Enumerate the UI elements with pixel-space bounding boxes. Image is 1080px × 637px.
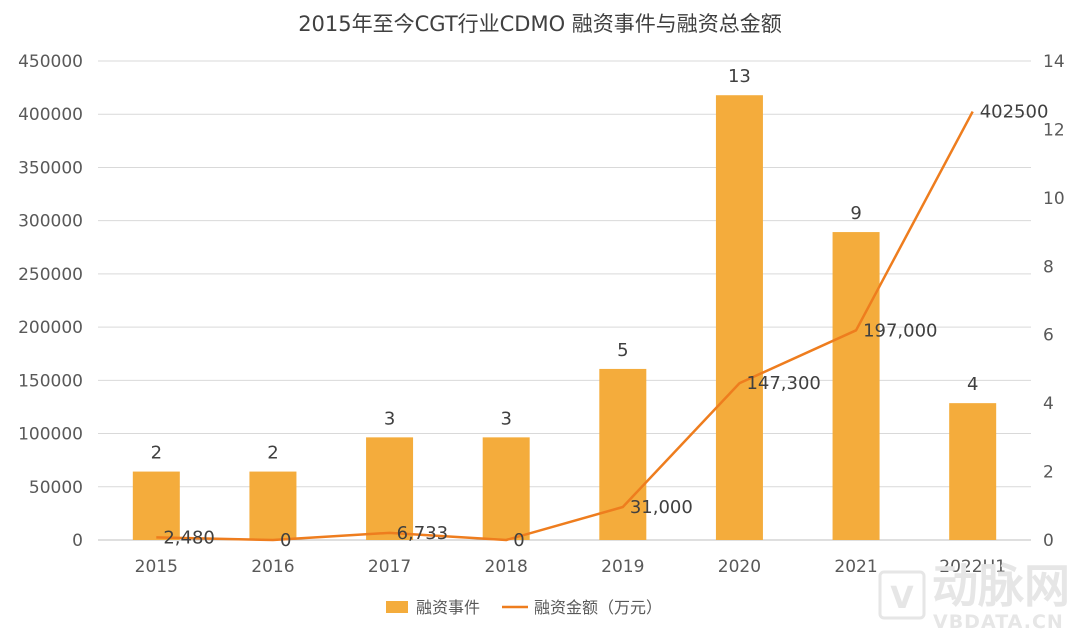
x-tick-label: 2017 (368, 557, 411, 577)
left-tick-label: 350000 (18, 158, 83, 178)
left-tick-label: 400000 (18, 105, 83, 125)
left-tick-label: 300000 (18, 212, 83, 232)
bar-data-label: 5 (617, 340, 628, 361)
series-line (156, 110, 974, 542)
watermark-site: VBDATA.CN (933, 611, 1064, 633)
bar (949, 403, 997, 540)
legend-swatch-bar (386, 601, 408, 613)
line-data-label: 197,000 (863, 320, 937, 341)
line-data-label: 31,000 (630, 497, 693, 518)
line-data-label: 147,300 (746, 373, 820, 394)
right-axis-ticks: 0 2 4 6 8 10 12 14 (1043, 52, 1065, 551)
right-tick-label: 10 (1043, 189, 1065, 209)
line-data-label: 402500 (980, 102, 1049, 123)
bar-data-labels: 2 2 3 3 5 13 9 4 (151, 66, 979, 463)
legend-label-line: 融资金额（万元） (534, 598, 662, 617)
left-tick-label: 150000 (18, 371, 83, 391)
bar-data-label: 13 (728, 66, 751, 87)
x-tick-label: 2020 (718, 557, 761, 577)
left-tick-label: 50000 (29, 478, 83, 498)
bar-data-label: 9 (850, 203, 861, 224)
chart-title: 2015年至今CGT行业CDMO 融资事件与融资总金额 (298, 12, 782, 36)
legend-label-bar: 融资事件 (416, 598, 480, 617)
line-data-label: 0 (280, 530, 291, 551)
x-tick-label: 2021 (834, 557, 877, 577)
x-tick-label: 2019 (601, 557, 644, 577)
watermark-logo-letter: V (890, 581, 914, 616)
watermark-logo-mark (878, 570, 926, 620)
line-data-label: 2,480 (163, 527, 215, 548)
x-tick-label: 2018 (485, 557, 528, 577)
legend: 融资事件 融资金额（万元） (386, 598, 662, 617)
gridlines (98, 60, 1031, 541)
right-tick-label: 14 (1043, 52, 1065, 72)
x-tick-label: 2015 (135, 557, 178, 577)
left-tick-label: 0 (72, 531, 83, 551)
x-tick-label: 2022H1 (939, 557, 1006, 577)
bar-data-label: 4 (967, 374, 978, 395)
left-tick-label: 100000 (18, 425, 83, 445)
bar-series (132, 95, 997, 541)
line-data-label: 0 (513, 530, 524, 551)
bar (132, 471, 180, 540)
line-data-labels: 2,480 0 6,733 0 31,000 147,300 197,000 402500 (163, 102, 1048, 551)
watermark-logo-text: 动脉网 (932, 559, 1070, 613)
bar (366, 437, 414, 540)
left-tick-label: 450000 (18, 52, 83, 72)
bar (249, 471, 297, 540)
watermark: V 动脉网 VBDATA.CN (878, 559, 1070, 633)
bar (482, 437, 530, 540)
right-tick-label: 2 (1043, 463, 1054, 483)
x-tick-label: 2016 (251, 557, 294, 577)
right-tick-label: 4 (1043, 394, 1054, 414)
right-tick-label: 8 (1043, 257, 1054, 277)
left-tick-label: 250000 (18, 265, 83, 285)
x-axis-ticks: 2015 2016 2017 2018 2019 2020 2021 2022H1 (135, 557, 1006, 577)
bar-data-label: 2 (267, 443, 278, 464)
bar-data-label: 3 (384, 408, 395, 429)
left-axis-ticks: 0 50000 100000 150000 200000 250000 300000 3500… (18, 52, 83, 551)
right-tick-label: 6 (1043, 326, 1054, 346)
line-series (156, 110, 974, 542)
right-tick-label: 0 (1043, 531, 1054, 551)
left-tick-label: 200000 (18, 318, 83, 338)
bar (715, 95, 763, 540)
bar (832, 232, 880, 541)
bar-data-label: 3 (500, 408, 511, 429)
line-data-label: 6,733 (397, 523, 449, 544)
bar-data-label: 2 (151, 443, 162, 464)
right-tick-label: 12 (1043, 120, 1065, 140)
